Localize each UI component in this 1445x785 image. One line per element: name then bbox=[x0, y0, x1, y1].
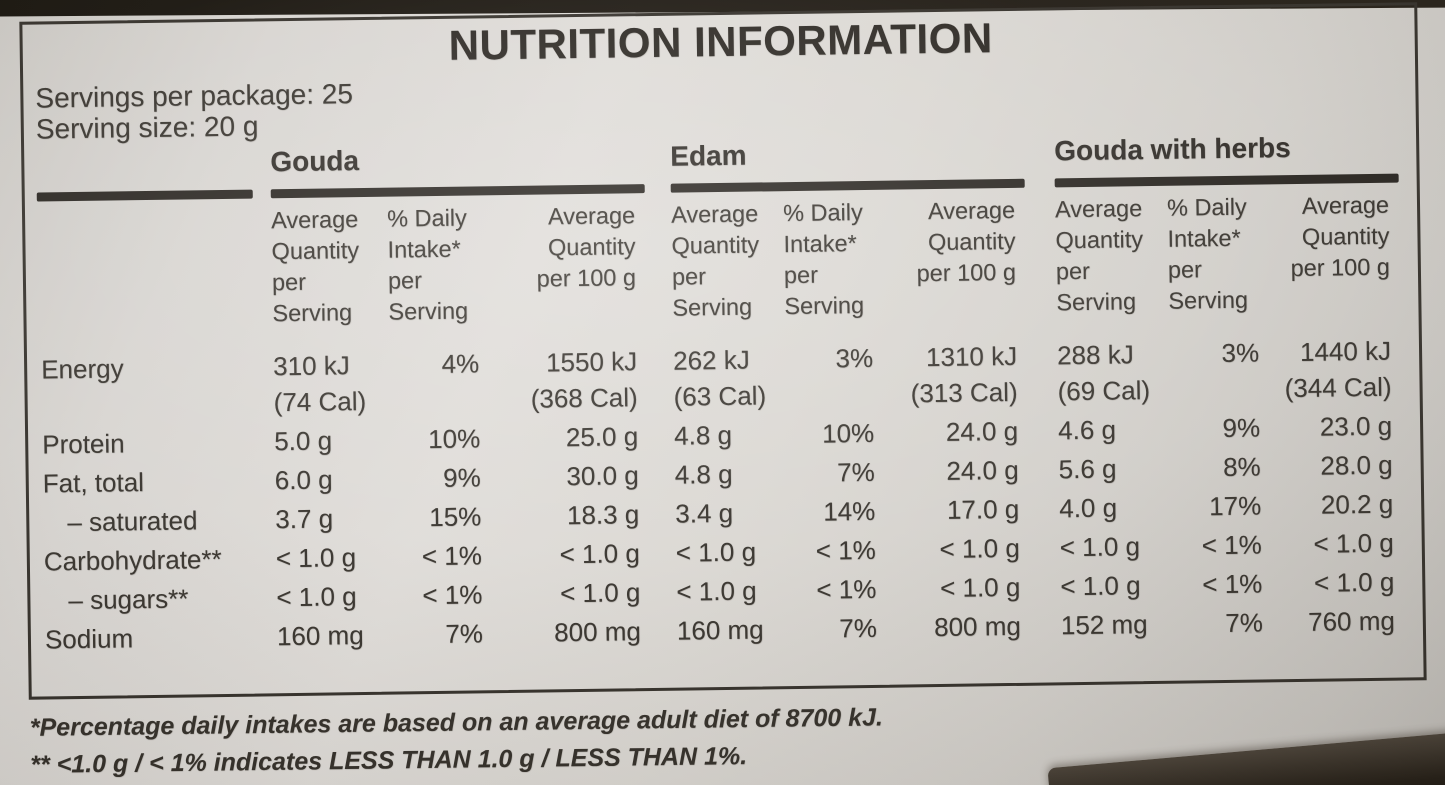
value-daily-intake: < 1% bbox=[816, 573, 877, 605]
variety-name-edam: Edam bbox=[670, 139, 747, 172]
value-daily-intake: 7% bbox=[839, 612, 878, 644]
value-daily-intake: 14% bbox=[822, 495, 876, 527]
value-daily-intake: 7% bbox=[445, 618, 484, 649]
value-serving: < 1.0 g bbox=[1059, 531, 1141, 563]
value-serving: 160 mg bbox=[276, 620, 364, 652]
value-per-100g: < 1.0 g bbox=[559, 538, 641, 570]
nutrient-label: Carbohydrate** bbox=[43, 544, 222, 577]
column-headers-row: Average Quantity per Serving % Daily Int… bbox=[37, 189, 1411, 332]
value-daily-intake: 7% bbox=[1225, 607, 1264, 639]
value-serving: 3.7 g bbox=[275, 503, 334, 535]
header-rule-label-column bbox=[36, 189, 253, 202]
column-header-per-100g: Average Quantity per 100 g bbox=[536, 202, 637, 292]
value-serving: < 1.0 g bbox=[276, 581, 357, 613]
header-rule-gouda-with-herbs bbox=[1054, 173, 1399, 188]
value-per-100g: 24.0 g bbox=[945, 415, 1019, 447]
value-serving: < 1.0 g bbox=[275, 542, 357, 574]
value-serving: 5.6 g bbox=[1058, 453, 1117, 485]
value-serving: 5.0 g bbox=[274, 425, 333, 457]
value-daily-intake: 7% bbox=[836, 456, 875, 488]
value-per-100g: 30.0 g bbox=[566, 460, 639, 492]
value-serving: 288 kJ (69 Cal) bbox=[1056, 339, 1151, 407]
value-daily-intake: 10% bbox=[821, 417, 875, 449]
value-daily-intake: 3% bbox=[1221, 337, 1260, 369]
panel-title: NUTRITION INFORMATION bbox=[448, 14, 993, 69]
value-serving: < 1.0 g bbox=[676, 575, 757, 607]
nutrient-label: Sodium bbox=[44, 623, 134, 655]
value-daily-intake: < 1% bbox=[421, 540, 483, 572]
column-header-daily-intake: % Daily Intake* per Serving bbox=[1166, 193, 1249, 314]
value-per-100g: 800 mg bbox=[553, 616, 642, 648]
value-serving: 3.4 g bbox=[675, 497, 734, 529]
value-per-100g: 28.0 g bbox=[1320, 449, 1393, 481]
header-rule-gouda bbox=[270, 184, 645, 199]
column-header-serving: Average Quantity per Serving bbox=[270, 206, 360, 327]
value-per-100g: 760 mg bbox=[1307, 605, 1396, 637]
value-per-100g: < 1.0 g bbox=[939, 571, 1021, 603]
value-per-100g: 800 mg bbox=[933, 610, 1022, 643]
variety-name-gouda: Gouda bbox=[270, 145, 360, 178]
value-per-100g: 1440 kJ (344 Cal) bbox=[1284, 335, 1392, 404]
value-serving: < 1.0 g bbox=[1060, 570, 1141, 602]
value-serving: < 1.0 g bbox=[675, 536, 757, 568]
value-daily-intake: < 1% bbox=[1201, 529, 1262, 561]
value-daily-intake: 15% bbox=[429, 501, 482, 533]
value-per-100g: < 1.0 g bbox=[1313, 566, 1395, 598]
value-daily-intake: 3% bbox=[835, 342, 874, 374]
column-header-daily-intake: % Daily Intake* per Serving bbox=[782, 199, 865, 320]
header-rule-edam bbox=[670, 178, 1025, 193]
value-per-100g: 1550 kJ (368 Cal) bbox=[530, 346, 638, 414]
value-daily-intake: 9% bbox=[1222, 412, 1261, 444]
column-header-serving: Average Quantity per Serving bbox=[1054, 195, 1144, 316]
nutrient-label: Protein bbox=[42, 428, 125, 460]
nutrient-label: – sugars** bbox=[68, 583, 189, 616]
value-per-100g: 18.3 g bbox=[566, 499, 640, 531]
value-per-100g: 23.0 g bbox=[1319, 410, 1393, 442]
column-header-per-100g: Average Quantity per 100 g bbox=[1290, 191, 1391, 282]
value-per-100g: < 1.0 g bbox=[1313, 527, 1394, 559]
value-serving: 152 mg bbox=[1060, 609, 1148, 641]
value-serving: 6.0 g bbox=[274, 464, 333, 496]
column-header-serving: Average Quantity per Serving bbox=[670, 200, 760, 321]
value-per-100g: < 1.0 g bbox=[939, 532, 1020, 564]
value-daily-intake: 4% bbox=[441, 348, 480, 379]
value-daily-intake: 17% bbox=[1208, 490, 1262, 522]
value-serving: 4.8 g bbox=[673, 419, 733, 451]
value-serving: 310 kJ (74 Cal) bbox=[272, 350, 367, 418]
nutrient-label: Fat, total bbox=[42, 467, 145, 499]
value-serving: 4.6 g bbox=[1057, 414, 1117, 446]
value-daily-intake: 8% bbox=[1222, 451, 1261, 483]
value-per-100g: < 1.0 g bbox=[559, 577, 641, 609]
nutrient-label: – saturated bbox=[67, 505, 198, 538]
footnotes: *Percentage daily intakes are based on a… bbox=[30, 696, 1151, 784]
value-serving: 262 kJ (63 Cal) bbox=[672, 344, 767, 412]
value-daily-intake: < 1% bbox=[815, 534, 877, 566]
value-daily-intake: < 1% bbox=[1202, 568, 1263, 600]
nutrition-panel: NUTRITION INFORMATION Servings per packa… bbox=[19, 2, 1427, 700]
value-daily-intake: 9% bbox=[442, 462, 481, 493]
column-header-daily-intake: % Daily Intake* per Serving bbox=[386, 204, 469, 325]
value-daily-intake: < 1% bbox=[422, 579, 483, 611]
value-per-100g: 25.0 g bbox=[565, 421, 639, 453]
value-daily-intake: 10% bbox=[427, 423, 481, 455]
value-per-100g: 1310 kJ (313 Cal) bbox=[910, 340, 1018, 409]
value-serving: 4.8 g bbox=[674, 458, 733, 490]
value-per-100g: 17.0 g bbox=[946, 493, 1020, 525]
variety-name-gouda-with-herbs: Gouda with herbs bbox=[1054, 132, 1291, 167]
value-per-100g: 24.0 g bbox=[946, 454, 1019, 486]
value-serving: 4.0 g bbox=[1059, 492, 1118, 524]
table-rows: Energy 310 kJ (74 Cal) 4% 1550 kJ (368 Cal)… bbox=[39, 332, 1415, 657]
value-per-100g: 20.2 g bbox=[1320, 488, 1394, 520]
nutrient-label: Energy bbox=[40, 353, 124, 385]
value-serving: 160 mg bbox=[676, 614, 764, 646]
column-header-per-100g: Average Quantity per 100 g bbox=[916, 196, 1017, 287]
